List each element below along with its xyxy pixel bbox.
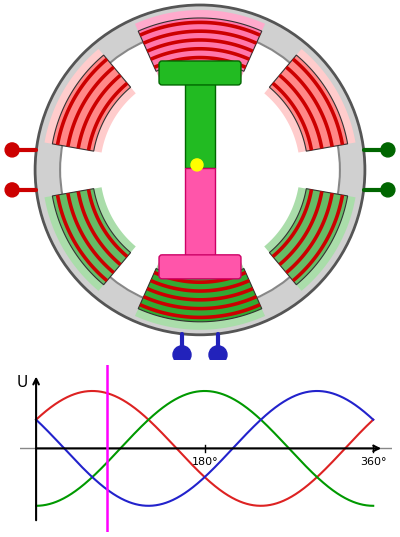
Polygon shape (135, 261, 265, 330)
Polygon shape (52, 188, 131, 285)
Polygon shape (285, 193, 334, 274)
Polygon shape (138, 268, 262, 322)
Polygon shape (269, 188, 348, 285)
Polygon shape (56, 57, 108, 145)
Polygon shape (154, 56, 246, 69)
Circle shape (209, 346, 227, 364)
Polygon shape (278, 74, 324, 149)
Polygon shape (264, 187, 356, 291)
Polygon shape (44, 49, 136, 153)
Bar (185, 168, 215, 265)
Polygon shape (52, 55, 131, 151)
Text: U: U (17, 375, 28, 390)
Polygon shape (272, 189, 313, 258)
Circle shape (5, 143, 19, 157)
Polygon shape (143, 30, 257, 45)
Polygon shape (139, 20, 261, 37)
Polygon shape (285, 66, 334, 147)
Polygon shape (146, 38, 254, 53)
Polygon shape (269, 55, 348, 151)
Polygon shape (154, 271, 246, 284)
Polygon shape (292, 57, 344, 145)
Polygon shape (87, 82, 128, 150)
Polygon shape (292, 195, 344, 282)
Circle shape (60, 30, 340, 310)
Polygon shape (87, 189, 128, 258)
Polygon shape (143, 295, 257, 310)
Polygon shape (135, 10, 265, 78)
Polygon shape (150, 47, 250, 61)
Circle shape (381, 183, 395, 197)
Polygon shape (278, 191, 324, 266)
Polygon shape (150, 279, 250, 293)
Circle shape (173, 346, 191, 364)
Circle shape (5, 183, 19, 197)
FancyBboxPatch shape (159, 61, 241, 85)
Polygon shape (272, 82, 313, 150)
FancyBboxPatch shape (159, 255, 241, 279)
Polygon shape (76, 74, 122, 149)
Polygon shape (66, 193, 115, 274)
Polygon shape (139, 303, 261, 319)
Circle shape (35, 5, 365, 335)
Polygon shape (264, 49, 356, 153)
Polygon shape (76, 191, 122, 266)
Text: 360°: 360° (360, 457, 386, 467)
Text: 180°: 180° (191, 457, 218, 467)
Polygon shape (146, 287, 254, 302)
Polygon shape (44, 187, 136, 291)
Polygon shape (138, 18, 262, 71)
Circle shape (381, 143, 395, 157)
Bar (185, 73, 215, 168)
Polygon shape (66, 66, 115, 147)
Polygon shape (56, 195, 108, 282)
Circle shape (191, 159, 203, 171)
